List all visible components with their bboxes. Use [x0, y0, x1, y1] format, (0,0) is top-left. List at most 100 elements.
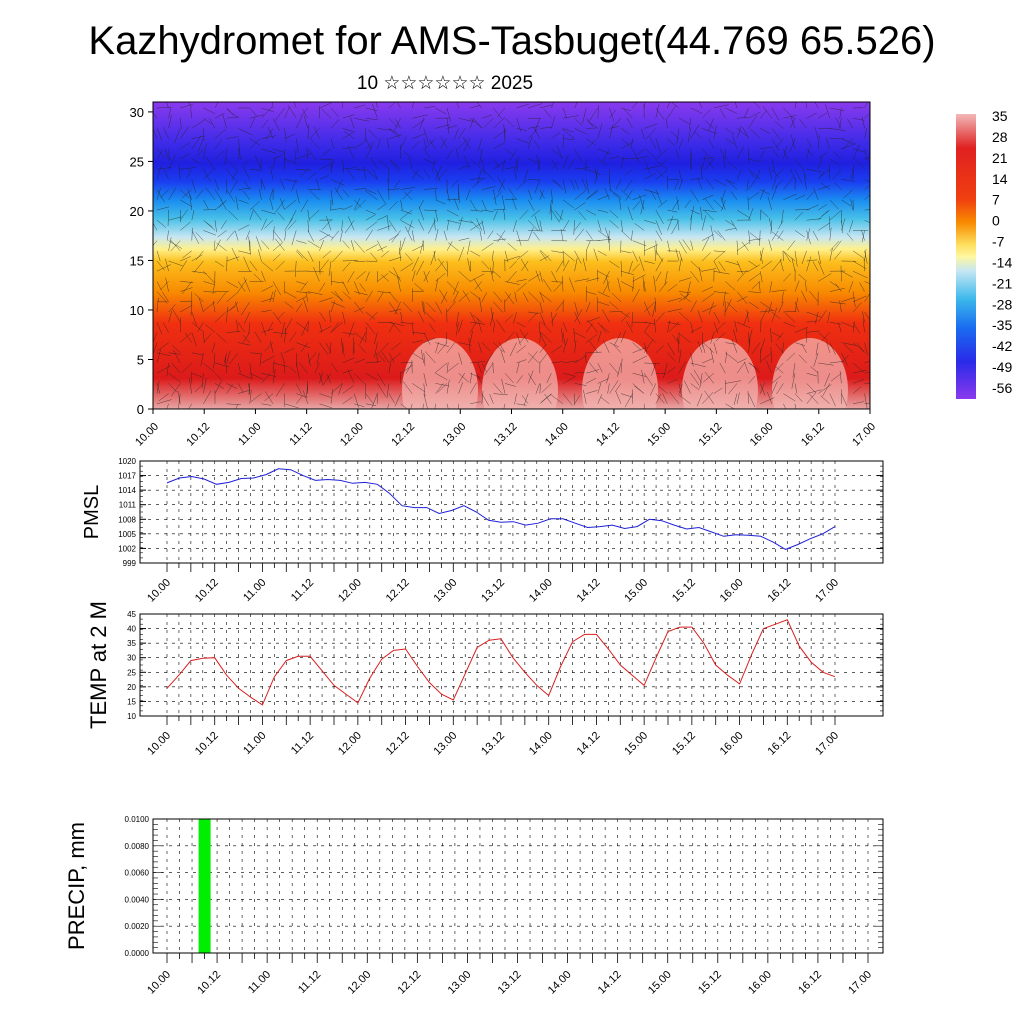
wind-barb: [710, 332, 715, 344]
wind-barb: [768, 166, 773, 180]
wind-barb: [243, 180, 251, 190]
wind-barb: [585, 301, 591, 313]
wind-barb: [597, 378, 609, 384]
wind-barb: [806, 311, 822, 318]
wind-barb: [414, 283, 424, 292]
wind-barb: [808, 393, 819, 404]
wind-barb: [389, 128, 401, 139]
wind-barb: [470, 372, 482, 379]
wind-barb: [156, 365, 171, 374]
wind-barb: [806, 191, 815, 200]
wind-barb: [829, 361, 844, 364]
wind-barb: [838, 322, 842, 333]
wind-barb: [395, 118, 401, 129]
wind-barb: [261, 119, 269, 129]
wind-barb: [734, 102, 738, 109]
wind-barb: [272, 242, 283, 251]
wind-barb: [237, 383, 244, 393]
wind-barb: [551, 162, 559, 170]
wind-barb: [272, 362, 288, 367]
wind-barb: [180, 221, 191, 231]
wind-barb: [156, 250, 161, 262]
wind-barb: [667, 209, 678, 213]
wind-barb: [347, 216, 355, 231]
wind-barb: [841, 199, 852, 207]
wind-barb: [736, 296, 748, 303]
wind-barb: [353, 281, 360, 295]
wind-barb: [243, 256, 251, 272]
wind-barb: [365, 260, 378, 262]
wind-barb: [539, 292, 552, 302]
wind-barb: [539, 311, 546, 325]
wind-barb: [222, 114, 227, 129]
wind-barb: [748, 393, 756, 408]
wind-barb: [191, 372, 203, 378]
wind-barb: [829, 227, 832, 241]
wind-barb: [829, 199, 839, 210]
wind-barb: [817, 260, 825, 275]
wind-barb: [611, 292, 622, 302]
wind-barb: [156, 149, 163, 160]
wind-barb: [330, 322, 339, 333]
wind-barb: [806, 330, 820, 333]
wind-barb: [429, 139, 436, 149]
wind-barb: [678, 394, 691, 404]
wind-barb: [493, 160, 506, 170]
heatmap-y-tick-label: 25: [130, 154, 144, 169]
wind-barb: [220, 199, 227, 211]
wind-barb: [806, 147, 810, 160]
wind-barb: [358, 344, 366, 353]
wind-barb: [284, 327, 286, 343]
wind-barb: [702, 109, 712, 119]
wind-barb: [249, 117, 256, 129]
wind-barb: [822, 383, 831, 397]
temp-axis-label: TEMP at 2 M: [86, 601, 111, 729]
wind-barb: [683, 291, 691, 301]
wind-barb: [319, 297, 333, 303]
wind-barb: [274, 107, 285, 121]
wind-barb: [314, 362, 320, 374]
wind-barb: [662, 393, 668, 404]
wind-barb: [481, 342, 491, 351]
wind-barb: [614, 383, 622, 392]
wind-barb: [423, 148, 431, 158]
wind-barb: [783, 148, 788, 159]
wind-barb: [267, 322, 274, 332]
wind-barb: [841, 321, 855, 328]
wind-barb: [519, 332, 529, 344]
wind-barb: [779, 258, 784, 272]
temp-y-tick-label: 30: [127, 654, 136, 663]
wind-barb: [469, 382, 477, 394]
precip-x-tick-label: 10.00: [145, 969, 173, 997]
wind-barb: [386, 214, 390, 231]
wind-barb: [197, 138, 204, 152]
wind-barb: [708, 118, 715, 131]
wind-barb: [528, 103, 543, 109]
wind-barb: [377, 189, 386, 204]
wind-barb: [556, 145, 564, 160]
wind-barb: [302, 390, 309, 404]
wind-barb: [713, 311, 720, 324]
wind-barb: [163, 322, 169, 333]
wind-barb: [864, 292, 870, 302]
wind-barb: [242, 334, 250, 343]
wind-barb: [388, 359, 392, 374]
colorbar-label: -56: [992, 380, 1012, 396]
wind-barb: [671, 199, 680, 211]
wind-barb: [493, 130, 506, 139]
wind-barb: [182, 250, 192, 259]
wind-barb: [829, 247, 833, 262]
wind-barb: [435, 228, 439, 241]
wind-barb: [748, 291, 762, 294]
wind-barb: [423, 128, 429, 144]
wind-barb: [594, 167, 599, 180]
wind-barb: [852, 369, 868, 374]
wind-barb: [551, 345, 563, 354]
wind-barb: [839, 107, 842, 119]
wind-barb: [275, 383, 285, 397]
wind-barb: [291, 179, 297, 192]
wind-barb: [736, 260, 743, 275]
precip-axis-label: PRECIP, mm: [64, 822, 89, 950]
wind-barb: [328, 310, 332, 323]
wind-barb: [400, 365, 414, 374]
